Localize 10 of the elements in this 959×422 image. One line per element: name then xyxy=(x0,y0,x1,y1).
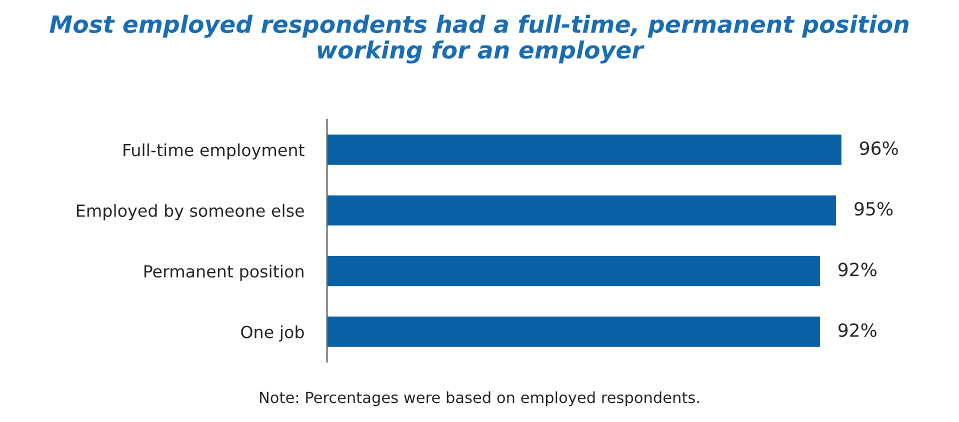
chart-title: Most employed respondents had a full-time, permanent position working for an employer xyxy=(50,14,909,64)
data-label: 92% xyxy=(838,262,876,276)
data-label: 95% xyxy=(854,202,893,216)
y-tick-label: Permanent position xyxy=(144,264,304,281)
text: Note: Percentages were based on employed respondents. xyxy=(260,391,699,406)
y-tick-label: Full-time employment xyxy=(124,143,304,160)
y-tick-label: Employed by someone else xyxy=(77,204,304,220)
data-label: 92% xyxy=(838,323,876,337)
data-label: 96% xyxy=(860,141,898,155)
y-tick-label: One job xyxy=(241,325,304,342)
